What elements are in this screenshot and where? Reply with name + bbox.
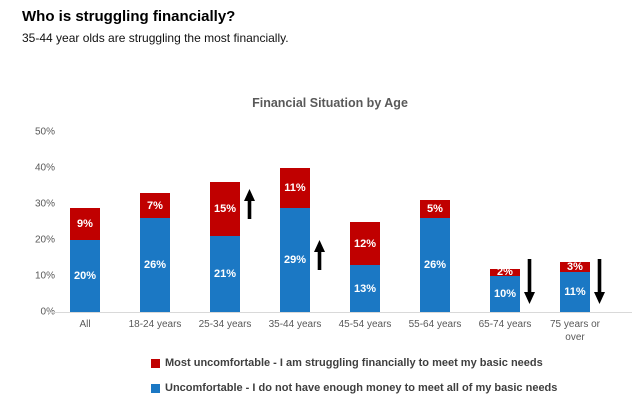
y-tick-label: 20%: [34, 234, 55, 246]
segment-most-uncomfortable: 5%: [420, 200, 450, 219]
page-subtitle: 35-44 year olds are struggling the most …: [22, 31, 289, 45]
segment-most-uncomfortable: 11%: [280, 168, 310, 208]
data-label: 7%: [147, 199, 163, 212]
data-label: 5%: [427, 203, 443, 216]
segment-uncomfortable: 13%: [350, 265, 380, 312]
bar-group-65-74-years: 2% 10%: [470, 132, 540, 312]
stacked-bar: 7% 26%: [140, 193, 170, 312]
segment-uncomfortable: 21%: [210, 236, 240, 312]
segment-most-uncomfortable: 2%: [490, 266, 520, 279]
segment-uncomfortable: 26%: [140, 218, 170, 312]
legend-item: Most uncomfortable - I am struggling fin…: [151, 357, 557, 369]
data-label: 12%: [353, 237, 377, 250]
x-tick-label: 18-24 years: [128, 319, 182, 330]
x-tick-label: 25-34 years: [198, 319, 252, 330]
chart-title: Financial Situation by Age: [252, 96, 408, 110]
y-axis: 0% 10% 20% 30% 40% 50%: [0, 127, 55, 318]
stacked-bar: 12% 13%: [350, 222, 380, 312]
page-title: Who is struggling financially?: [22, 8, 236, 25]
segment-most-uncomfortable: 3%: [560, 261, 590, 274]
trend-down-arrow-icon: [593, 259, 606, 309]
bar-group-all: 9% 20%: [50, 132, 120, 312]
bar-group-18-24-years: 7% 26%: [120, 132, 190, 312]
y-tick-label: 10%: [34, 270, 55, 282]
x-tick-label: 65-74 years: [478, 319, 532, 330]
x-tick-label: All: [79, 319, 91, 330]
x-axis-line: [48, 312, 632, 313]
data-label: 9%: [77, 217, 93, 230]
y-tick-label: 30%: [34, 198, 55, 210]
data-label: 2%: [497, 266, 513, 279]
bar-group-45-54-years: 12% 13%: [330, 132, 400, 312]
bar-group-35-44-years: 11% 29%: [260, 132, 330, 312]
segment-uncomfortable: 10%: [490, 276, 520, 312]
chart-legend: Most uncomfortable - I am struggling fin…: [151, 357, 557, 407]
segment-uncomfortable: 29%: [280, 207, 310, 312]
segment-most-uncomfortable: 7%: [140, 193, 170, 219]
y-tick-label: 40%: [34, 162, 55, 174]
segment-uncomfortable: 11%: [560, 272, 590, 312]
stacked-bar: 2% 10%: [490, 266, 520, 312]
y-tick-label: 0%: [40, 306, 55, 318]
segment-most-uncomfortable: 9%: [70, 207, 100, 240]
data-label: 29%: [283, 253, 307, 266]
x-tick-label: 55-64 years: [408, 319, 462, 330]
x-axis-labels: All 18-24 years 25-34 years 35-44 years 45-5…: [50, 318, 610, 344]
bar-group-55-64-years: 5% 26%: [400, 132, 470, 312]
legend-item: Uncomfortable - I do not have enough mon…: [151, 382, 557, 394]
x-tick-label: 75 years or over: [549, 319, 601, 343]
data-label: 21%: [213, 268, 237, 281]
data-label: 15%: [213, 203, 237, 216]
trend-up-arrow-icon: [313, 239, 326, 275]
data-label: 20%: [73, 270, 97, 282]
segment-uncomfortable: 20%: [70, 240, 100, 312]
x-tick-label: 45-54 years: [338, 319, 392, 330]
x-tick-label: 35-44 years: [268, 319, 322, 330]
legend-label: Most uncomfortable - I am struggling fin…: [165, 357, 543, 369]
stacked-bar: 5% 26%: [420, 200, 450, 312]
data-label: 3%: [567, 261, 583, 274]
data-label: 11%: [564, 286, 586, 299]
stacked-bar: 11% 29%: [280, 168, 310, 312]
data-label: 26%: [423, 259, 447, 272]
stacked-bar: 9% 20%: [70, 207, 100, 312]
trend-up-arrow-icon: [243, 189, 256, 224]
stacked-bar: 15% 21%: [210, 182, 240, 312]
bar-group-25-34-years: 15% 21%: [190, 132, 260, 312]
data-label: 13%: [353, 282, 377, 295]
data-label: 26%: [143, 259, 167, 272]
legend-swatch-icon: [151, 358, 160, 368]
segment-most-uncomfortable: 12%: [350, 222, 380, 266]
segment-uncomfortable: 26%: [420, 218, 450, 312]
data-label: 11%: [284, 181, 306, 194]
trend-down-arrow-icon: [523, 259, 536, 309]
plot-area: 9% 20% 7% 26% 15% 21% 11% 29% 12% 13% 5% 26% 2% 10% 3%…: [50, 132, 610, 312]
segment-most-uncomfortable: 15%: [210, 182, 240, 237]
stacked-bar-chart: 0% 10% 20% 30% 40% 50% 9% 20% 7% 26% 15% 21% 11% 29%…: [0, 127, 636, 318]
legend-swatch-icon: [151, 383, 160, 393]
data-label: 10%: [493, 288, 517, 300]
stacked-bar: 3% 11%: [560, 261, 590, 312]
y-tick-label: 50%: [34, 126, 55, 138]
legend-label: Uncomfortable - I do not have enough mon…: [165, 382, 558, 394]
bar-group-75-years-or-over: 3% 11%: [540, 132, 610, 312]
